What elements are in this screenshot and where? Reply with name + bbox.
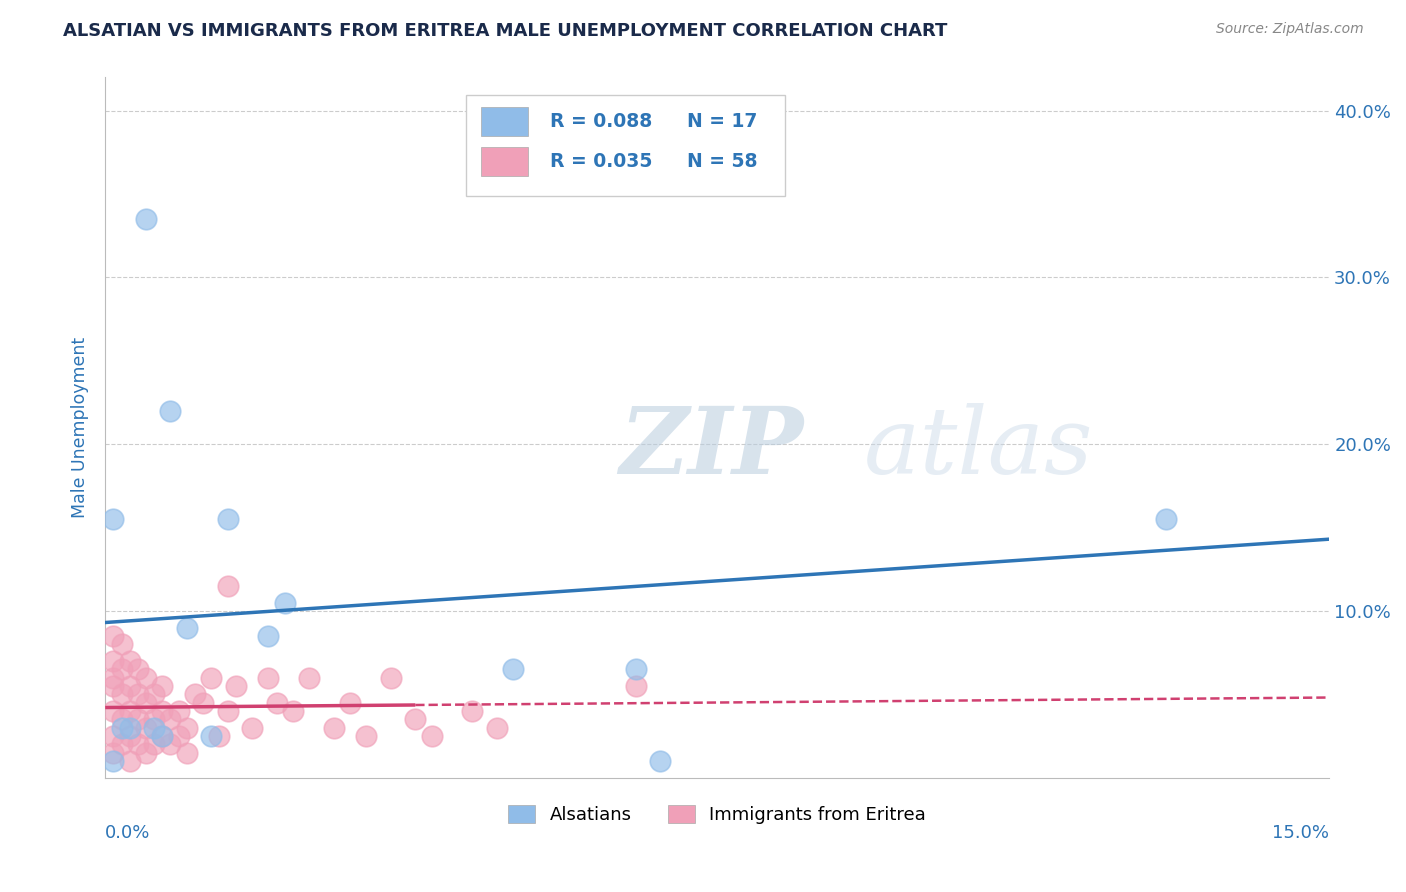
Point <box>200 729 222 743</box>
Point <box>110 637 132 651</box>
Point <box>167 704 190 718</box>
Point <box>281 704 304 718</box>
FancyBboxPatch shape <box>481 147 527 176</box>
Point <box>380 671 402 685</box>
Point <box>143 687 166 701</box>
Point <box>110 721 132 735</box>
Point <box>150 729 173 743</box>
Point <box>150 729 173 743</box>
Legend: Alsatians, Immigrants from Eritrea: Alsatians, Immigrants from Eritrea <box>501 797 934 831</box>
Point <box>127 687 149 701</box>
Point <box>159 404 181 418</box>
Point <box>159 737 181 751</box>
Point <box>167 729 190 743</box>
Text: N = 17: N = 17 <box>686 112 756 131</box>
Point <box>110 662 132 676</box>
Point <box>103 754 125 768</box>
Point <box>648 754 671 768</box>
Point <box>339 696 361 710</box>
Point <box>624 679 647 693</box>
Text: Source: ZipAtlas.com: Source: ZipAtlas.com <box>1216 22 1364 37</box>
Text: N = 58: N = 58 <box>686 152 758 171</box>
Point <box>110 687 132 701</box>
Point <box>176 746 198 760</box>
Point <box>420 729 443 743</box>
Point <box>127 712 149 726</box>
Point <box>208 729 231 743</box>
Y-axis label: Male Unemployment: Male Unemployment <box>72 337 89 518</box>
Point <box>485 721 508 735</box>
Point <box>103 512 125 526</box>
Point <box>103 746 125 760</box>
FancyBboxPatch shape <box>467 95 785 196</box>
Point <box>135 696 157 710</box>
Point <box>103 679 125 693</box>
Point <box>143 712 166 726</box>
Point <box>274 595 297 609</box>
Point <box>150 704 173 718</box>
Point <box>176 620 198 634</box>
Text: ALSATIAN VS IMMIGRANTS FROM ERITREA MALE UNEMPLOYMENT CORRELATION CHART: ALSATIAN VS IMMIGRANTS FROM ERITREA MALE… <box>63 22 948 40</box>
Point <box>135 721 157 735</box>
Text: R = 0.088: R = 0.088 <box>550 112 652 131</box>
Point <box>127 737 149 751</box>
Point <box>461 704 484 718</box>
Point <box>257 671 280 685</box>
Point <box>184 687 207 701</box>
Point <box>135 212 157 227</box>
Point <box>176 721 198 735</box>
Point <box>118 679 141 693</box>
Point <box>217 579 239 593</box>
Point <box>103 629 125 643</box>
Point <box>217 512 239 526</box>
Point <box>103 654 125 668</box>
Text: 0.0%: 0.0% <box>105 824 150 842</box>
Point <box>118 754 141 768</box>
Point <box>624 662 647 676</box>
Point <box>118 729 141 743</box>
Text: atlas: atlas <box>865 403 1094 493</box>
Point <box>143 737 166 751</box>
Point <box>1154 512 1177 526</box>
Point <box>356 729 378 743</box>
Point <box>118 704 141 718</box>
Point <box>502 662 524 676</box>
Point <box>217 704 239 718</box>
Point <box>298 671 321 685</box>
Point <box>118 721 141 735</box>
Text: ZIP: ZIP <box>619 403 804 493</box>
Point <box>240 721 263 735</box>
Point <box>191 696 214 710</box>
Point <box>103 671 125 685</box>
Point <box>127 662 149 676</box>
Point <box>225 679 247 693</box>
Point <box>200 671 222 685</box>
Point <box>110 737 132 751</box>
Point <box>150 679 173 693</box>
Point <box>257 629 280 643</box>
Point <box>143 721 166 735</box>
Point <box>322 721 344 735</box>
Point <box>404 712 426 726</box>
Point <box>135 746 157 760</box>
Point <box>103 704 125 718</box>
Point <box>135 671 157 685</box>
Point <box>110 712 132 726</box>
Point <box>266 696 288 710</box>
Text: R = 0.035: R = 0.035 <box>550 152 652 171</box>
Point <box>159 712 181 726</box>
Text: 15.0%: 15.0% <box>1272 824 1329 842</box>
Point <box>118 654 141 668</box>
FancyBboxPatch shape <box>481 107 527 136</box>
Point <box>103 729 125 743</box>
